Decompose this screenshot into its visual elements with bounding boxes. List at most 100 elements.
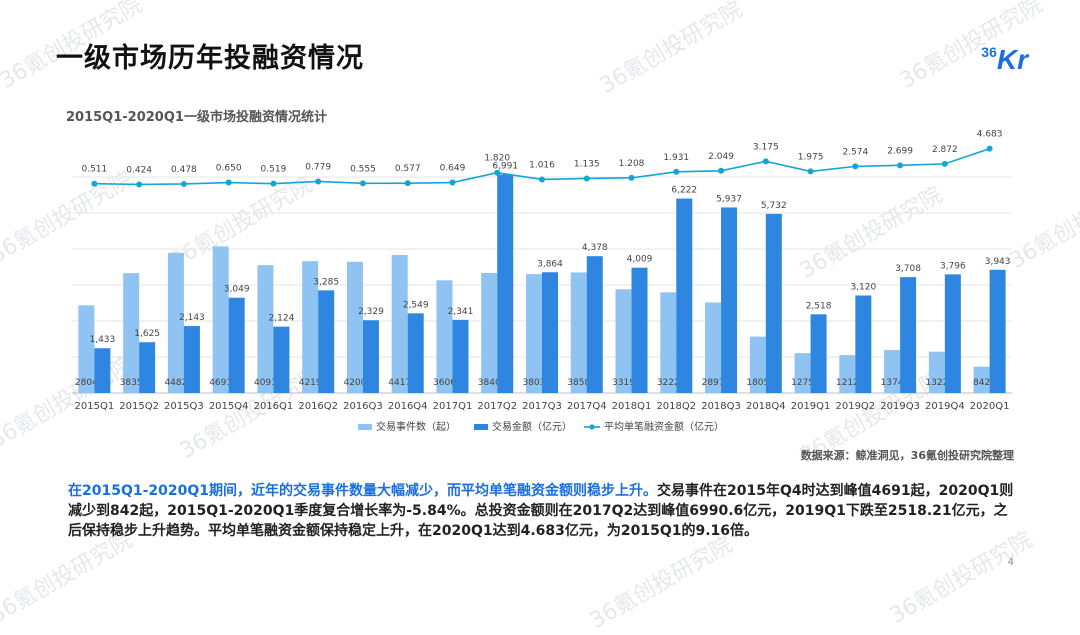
deal-count-label: 2804 (75, 378, 98, 388)
deal-amount-bar (407, 313, 424, 393)
deal-count-label: 3606 (433, 378, 456, 388)
deal-count-label: 4691 (209, 378, 232, 388)
deal-count-label: 842 (973, 378, 990, 388)
avg-amount-point (539, 176, 545, 183)
deal-amount-bar (631, 267, 648, 393)
deal-count-bar (123, 273, 140, 393)
avg-amount-label: 1.820 (484, 154, 510, 164)
x-tick-label: 2015Q2 (119, 401, 159, 412)
deal-amount-label: 5,732 (761, 201, 787, 211)
legend-swatch-deal-amount (474, 424, 488, 430)
deal-count-bar (436, 280, 453, 393)
deal-count-bar (257, 265, 274, 393)
avg-amount-label: 0.519 (261, 165, 287, 175)
deal-count-bar (526, 274, 542, 393)
deal-count-label: 3222 (657, 378, 680, 388)
deal-amount-label: 4,378 (582, 243, 608, 253)
deal-amount-bar (586, 256, 603, 393)
logo-number: 36 (981, 44, 997, 60)
x-tick-label: 2019Q2 (835, 401, 875, 412)
avg-amount-point (359, 180, 366, 187)
avg-amount-point (180, 180, 187, 187)
x-tick-label: 2019Q1 (791, 401, 831, 412)
x-tick-label: 2016Q4 (388, 401, 428, 412)
deal-amount-label: 3,864 (537, 259, 563, 269)
avg-amount-point (136, 181, 143, 188)
deal-count-label: 1275 (791, 378, 814, 388)
x-tick-label: 2019Q4 (925, 401, 965, 412)
deal-amount-bar (94, 348, 111, 393)
deal-count-label: 3858 (567, 378, 590, 388)
deal-count-bar (302, 261, 319, 393)
deal-amount-bar (810, 314, 827, 393)
deal-count-label: 4219 (299, 378, 322, 388)
chart-title: 2015Q1-2020Q1一级市场投融资情况统计 (66, 110, 327, 125)
deal-count-bar (481, 273, 498, 393)
avg-amount-point (718, 167, 725, 174)
deal-count-label: 4482 (164, 378, 187, 388)
deal-amount-bar (676, 198, 693, 393)
x-tick-label: 2019Q3 (880, 401, 920, 412)
legend-label-avg-amount: 平均单笔融资金额（亿元） (604, 420, 724, 433)
deal-count-bar (794, 353, 811, 393)
deal-count-label: 2897 (702, 378, 725, 388)
avg-amount-point (762, 158, 769, 165)
deal-count-label: 4200 (343, 378, 366, 388)
deal-count-bar (928, 351, 945, 393)
deal-count-bar (749, 336, 766, 393)
deal-count-label: 3840 (478, 378, 501, 388)
x-tick-label: 2015Q1 (75, 401, 115, 412)
deal-count-label: 1322 (925, 378, 948, 388)
deal-count-bar (884, 350, 901, 393)
avg-amount-label: 2.049 (708, 152, 734, 162)
avg-amount-label: 1.975 (798, 152, 824, 162)
deal-count-bar (346, 261, 363, 393)
deal-amount-label: 3,049 (224, 285, 250, 295)
legend-swatch-deal-count (358, 424, 372, 430)
x-tick-label: 2018Q4 (746, 401, 786, 412)
x-tick-label: 2017Q2 (477, 401, 517, 412)
logo-letters: Kr (996, 44, 1028, 75)
avg-amount-label: 0.650 (216, 164, 242, 174)
deal-amount-label: 2,341 (448, 307, 474, 317)
x-tick-label: 2015Q3 (164, 401, 204, 412)
deal-count-bar (660, 292, 677, 393)
deal-amount-bar (944, 274, 961, 393)
avg-amount-label: 0.555 (350, 164, 376, 174)
avg-amount-label: 1.016 (529, 160, 555, 170)
deal-amount-label: 3,796 (940, 261, 966, 271)
avg-amount-label: 3.175 (753, 142, 779, 152)
avg-amount-point (583, 175, 590, 182)
avg-amount-label: 2.872 (932, 145, 958, 155)
x-tick-label: 2016Q2 (298, 401, 338, 412)
deal-amount-label: 2,143 (179, 313, 205, 323)
deal-amount-label: 6,222 (671, 186, 697, 196)
avg-amount-label: 2.699 (887, 146, 913, 156)
deal-amount-label: 3,120 (850, 283, 876, 293)
deal-amount-bar (765, 213, 782, 393)
deal-amount-bar (139, 342, 156, 393)
deal-amount-bar (318, 290, 335, 393)
deal-count-bar (839, 355, 856, 393)
deal-amount-label: 5,937 (716, 194, 742, 204)
summary-text: 在2015Q1-2020Q1期间，近年的交易事件数量大幅减少，而平均单笔融资金额… (68, 481, 1018, 541)
deal-amount-label: 2,329 (358, 307, 384, 317)
avg-amount-point (270, 180, 277, 187)
deal-amount-bar (855, 295, 872, 393)
deal-count-bar (391, 254, 408, 393)
deal-amount-label: 3,708 (895, 264, 921, 274)
summary-rest: 交易事件在2015年Q4时达到峰值4691起，2020Q1则减少到842起，20… (68, 483, 1014, 539)
deal-amount-label: 4,009 (627, 255, 653, 265)
x-tick-label: 2018Q3 (701, 401, 741, 412)
avg-amount-point (315, 178, 322, 185)
page-title: 一级市场历年投融资情况 (56, 43, 364, 74)
investment-chart: 2804 1,433 2015Q1 3835 1,625 2015Q2 4482 2,143 2… (72, 130, 1012, 433)
deal-count-label: 4091 (254, 378, 277, 388)
avg-amount-label: 1.208 (619, 159, 645, 169)
deal-amount-label: 1,433 (89, 335, 115, 345)
deal-amount-label: 6,991 (492, 162, 518, 172)
deal-count-label: 1374 (881, 378, 904, 388)
avg-amount-point (494, 169, 501, 176)
legend-label-deal-amount: 交易金额（亿元） (492, 420, 572, 433)
watermark: 36氪创投研究院 (585, 532, 737, 634)
